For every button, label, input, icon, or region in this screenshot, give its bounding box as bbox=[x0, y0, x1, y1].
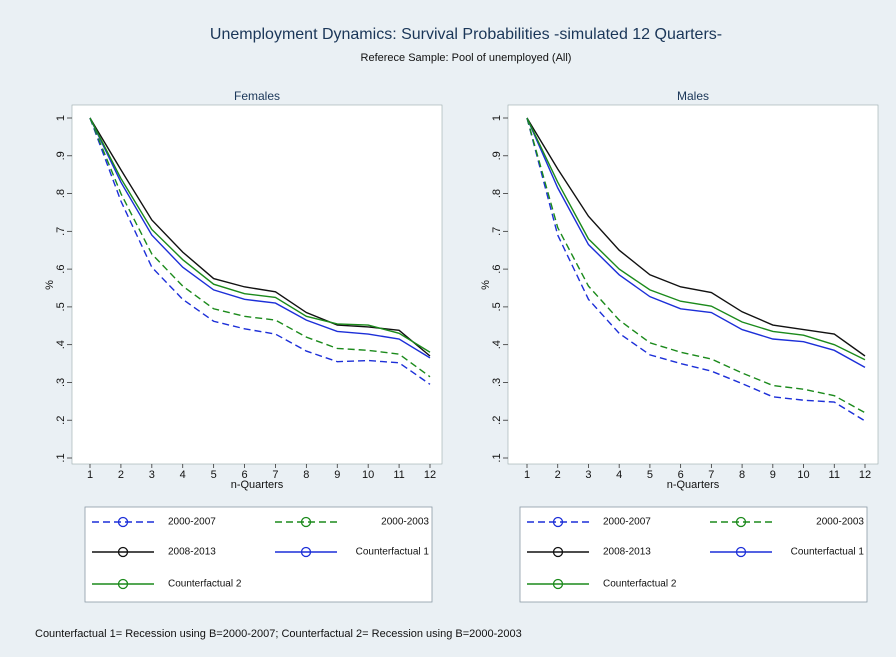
y-tick-label: .3 bbox=[55, 378, 67, 387]
x-tick-label: 5 bbox=[211, 469, 217, 481]
legend-marker bbox=[735, 516, 747, 528]
y-tick-label: .8 bbox=[491, 189, 503, 198]
x-tick-label: 4 bbox=[616, 469, 622, 481]
y-tick-label: .2 bbox=[491, 416, 503, 425]
x-axis-label: n-Quarters bbox=[667, 479, 720, 491]
x-tick-label: 3 bbox=[149, 469, 155, 481]
y-tick-label: .2 bbox=[55, 416, 67, 425]
x-tick-label: 11 bbox=[829, 469, 840, 481]
plot-area bbox=[507, 104, 879, 465]
panel-title: Males bbox=[677, 89, 709, 103]
series-line bbox=[526, 117, 866, 368]
legend-marker bbox=[117, 578, 129, 590]
x-tick-label: 3 bbox=[585, 469, 591, 481]
x-tick-label: 6 bbox=[678, 469, 684, 481]
x-tick-label: 10 bbox=[797, 469, 809, 481]
x-tick-label: 1 bbox=[87, 469, 93, 481]
note: Counterfactual 1= Recession using B=2000… bbox=[35, 628, 522, 640]
legend-label: 2008-2013 bbox=[603, 547, 651, 558]
x-tick-label: 1 bbox=[524, 469, 530, 481]
y-tick-label: 1 bbox=[55, 115, 67, 121]
legend-label: 2000-2007 bbox=[603, 517, 651, 528]
x-tick-label: 7 bbox=[272, 469, 278, 481]
panel-title: Females bbox=[234, 89, 280, 103]
legend-label: 2000-2003 bbox=[381, 517, 429, 528]
legend-marker bbox=[300, 546, 312, 558]
series-line bbox=[89, 117, 431, 357]
legend-label: Counterfactual 2 bbox=[168, 579, 242, 590]
legend-marker bbox=[117, 516, 129, 528]
x-tick-label: 2 bbox=[555, 469, 561, 481]
x-tick-label: 12 bbox=[859, 469, 871, 481]
legend-marker bbox=[552, 516, 564, 528]
legend-marker bbox=[552, 578, 564, 590]
x-tick-label: 4 bbox=[180, 469, 186, 481]
x-tick-label: 8 bbox=[303, 469, 309, 481]
y-tick-label: .9 bbox=[55, 151, 67, 160]
y-tick-label: .3 bbox=[491, 378, 503, 387]
y-tick-label: .4 bbox=[55, 340, 67, 349]
y-tick-label: .7 bbox=[491, 227, 503, 236]
x-tick-label: 2 bbox=[118, 469, 124, 481]
series-line bbox=[89, 117, 431, 359]
series-line bbox=[526, 117, 866, 357]
y-tick-label: 1 bbox=[491, 115, 503, 121]
y-tick-label: .8 bbox=[55, 189, 67, 198]
x-axis-label: n-Quarters bbox=[231, 479, 284, 491]
legend-marker bbox=[552, 546, 564, 558]
legend-box bbox=[519, 506, 868, 603]
legend-marker bbox=[735, 546, 747, 558]
x-tick-label: 11 bbox=[393, 469, 404, 481]
y-tick-label: .5 bbox=[55, 302, 67, 311]
legend-label: Counterfactual 1 bbox=[791, 547, 865, 558]
y-axis-label: % bbox=[44, 280, 56, 290]
y-tick-label: .4 bbox=[491, 340, 503, 349]
y-tick-label: .1 bbox=[491, 453, 503, 462]
x-tick-label: 12 bbox=[424, 469, 436, 481]
legend-box bbox=[84, 506, 433, 603]
series-line bbox=[89, 117, 431, 353]
x-tick-label: 5 bbox=[647, 469, 653, 481]
legend-marker bbox=[300, 516, 312, 528]
y-tick-label: .1 bbox=[55, 453, 67, 462]
legend-label: 2008-2013 bbox=[168, 547, 216, 558]
legend-marker bbox=[117, 546, 129, 558]
legend-label: Counterfactual 1 bbox=[356, 547, 430, 558]
plot-area bbox=[71, 104, 443, 465]
series-line bbox=[526, 117, 866, 422]
series-line bbox=[89, 117, 431, 385]
x-tick-label: 8 bbox=[739, 469, 745, 481]
chart-subtitle: Referece Sample: Pool of unemployed (All… bbox=[361, 52, 572, 64]
series-line bbox=[526, 117, 866, 361]
legend-label: 2000-2003 bbox=[816, 517, 864, 528]
y-tick-label: .6 bbox=[55, 265, 67, 274]
series-line bbox=[526, 117, 866, 414]
x-tick-label: 6 bbox=[241, 469, 247, 481]
y-tick-label: .9 bbox=[491, 151, 503, 160]
legend-label: Counterfactual 2 bbox=[603, 579, 677, 590]
x-tick-label: 9 bbox=[334, 469, 340, 481]
y-tick-label: .5 bbox=[491, 302, 503, 311]
y-axis-label: % bbox=[480, 280, 492, 290]
y-tick-label: .6 bbox=[491, 265, 503, 274]
legend-label: 2000-2007 bbox=[168, 517, 216, 528]
x-tick-label: 9 bbox=[770, 469, 776, 481]
x-tick-label: 7 bbox=[708, 469, 714, 481]
chart-title: Unemployment Dynamics: Survival Probabil… bbox=[210, 26, 722, 43]
y-tick-label: .7 bbox=[55, 227, 67, 236]
x-tick-label: 10 bbox=[362, 469, 374, 481]
series-line bbox=[89, 117, 431, 378]
